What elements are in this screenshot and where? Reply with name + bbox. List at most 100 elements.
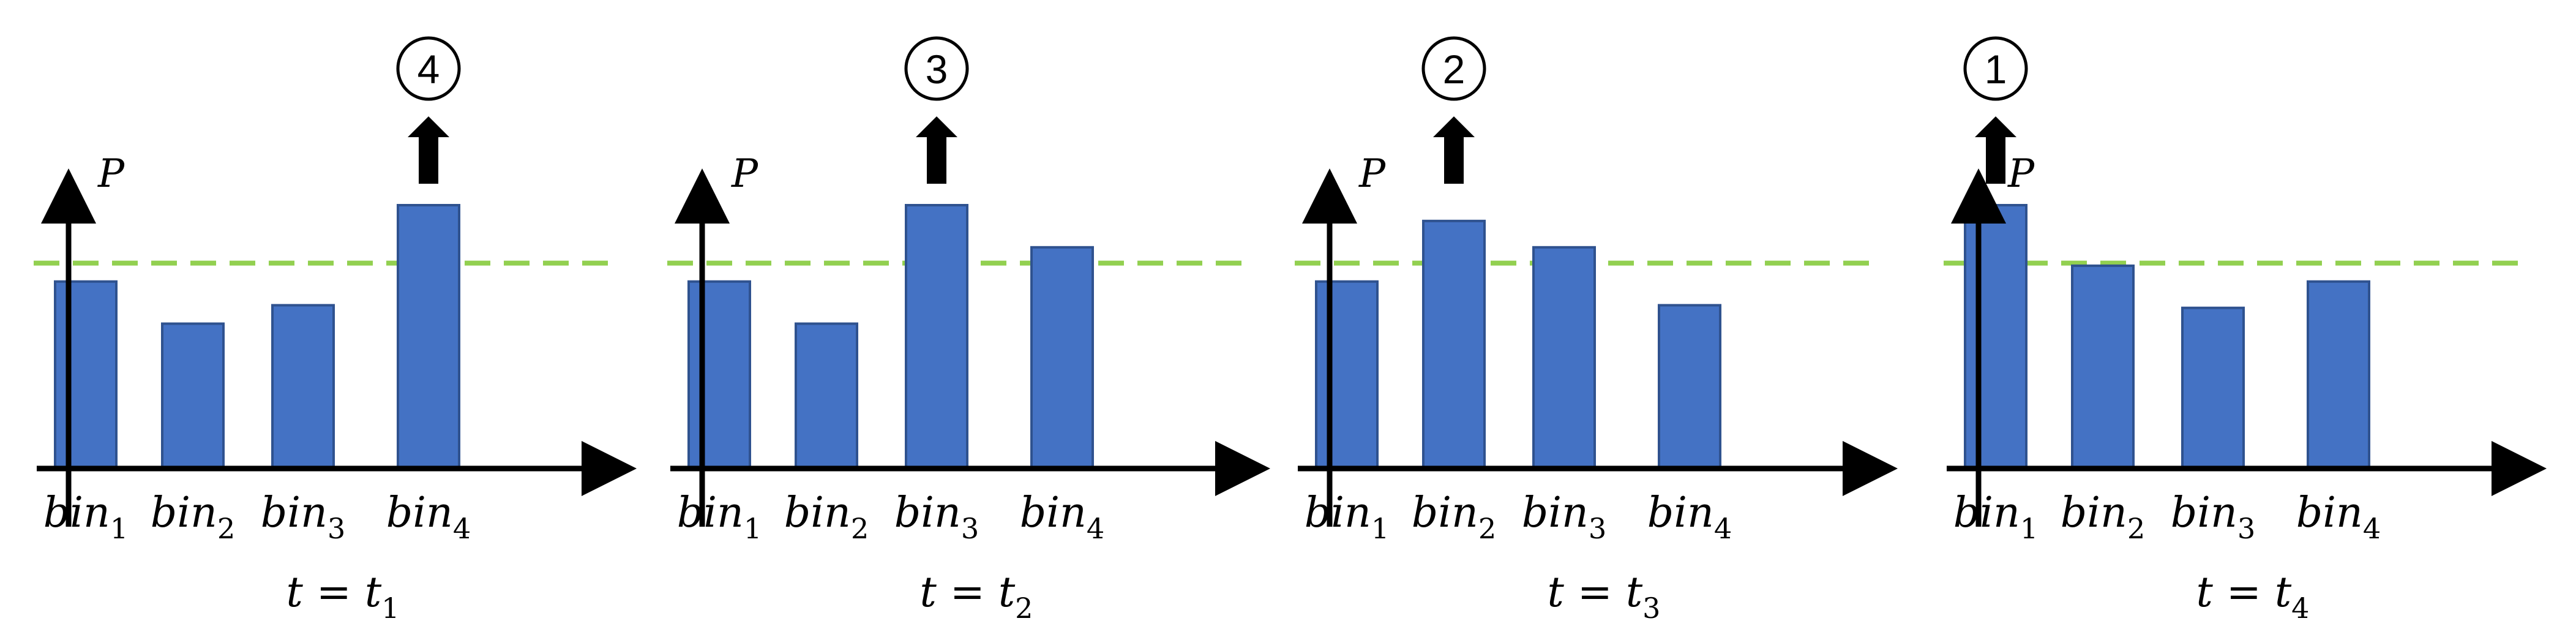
rank-circle xyxy=(1963,36,2028,101)
bin-label-4-subscript: 4 xyxy=(1087,512,1104,545)
bin-label-2: bin2 xyxy=(1412,489,1497,545)
bin-label-4: bin4 xyxy=(2296,489,2381,545)
bin-label-3-subscript: 3 xyxy=(2237,512,2255,545)
y-axis-label: P xyxy=(97,151,125,197)
bin-label-4-subscript: 4 xyxy=(1714,512,1732,545)
time-label: t = t2 xyxy=(920,568,1033,625)
bin-label-3-subscript: 3 xyxy=(961,512,979,545)
bin-label-1-subscript: 1 xyxy=(1371,512,1389,545)
bin-label-4: bin4 xyxy=(1647,489,1732,545)
bin-label-1-base: bin xyxy=(677,489,744,537)
time-label-subscript: 2 xyxy=(1015,592,1033,625)
bin-label-2-base: bin xyxy=(2061,489,2127,537)
bin-label-3-base: bin xyxy=(261,489,328,537)
bin-label-2-base: bin xyxy=(1412,489,1478,537)
y-axis-label: P xyxy=(731,151,758,197)
bar-bin-3 xyxy=(2181,306,2245,470)
bar-bin-2 xyxy=(795,322,858,470)
up-arrow-icon xyxy=(916,116,957,184)
time-label-rhs: t xyxy=(365,568,382,617)
bin-label-4-base: bin xyxy=(2296,489,2363,537)
time-label-lhs: t xyxy=(2196,568,2214,617)
bin-label-2: bin2 xyxy=(784,489,869,545)
bin-label-1-subscript: 1 xyxy=(110,512,128,545)
bin-label-3-base: bin xyxy=(1522,489,1589,537)
rank-number: 2 xyxy=(1443,47,1466,92)
rank-circle xyxy=(1421,36,1486,101)
bin-label-1-base: bin xyxy=(1305,489,1371,537)
time-label-subscript: 4 xyxy=(2291,592,2309,625)
bin-label-3: bin3 xyxy=(1522,489,1607,545)
bin-label-3-subscript: 3 xyxy=(1589,512,1606,545)
bar-bin-4 xyxy=(2307,280,2370,470)
up-arrow-icon xyxy=(1975,116,2016,184)
time-label: t = t4 xyxy=(2196,568,2310,625)
time-label: t = t3 xyxy=(1548,568,1661,625)
bin-label-4: bin4 xyxy=(1020,489,1105,545)
time-label-subscript: 1 xyxy=(381,592,399,625)
y-axis-label: P xyxy=(1358,151,1386,197)
bar-bin-1 xyxy=(54,280,118,470)
rank-number: 3 xyxy=(926,47,948,92)
rank-number: 1 xyxy=(1985,47,2007,92)
bin-label-2-subscript: 2 xyxy=(1478,512,1496,545)
bar-bin-4 xyxy=(397,204,460,470)
bin-label-3-base: bin xyxy=(894,489,961,537)
time-label-lhs: t xyxy=(1548,568,1565,617)
bin-label-4-subscript: 4 xyxy=(2363,512,2381,545)
bin-label-2-subscript: 2 xyxy=(217,512,235,545)
rank-circle xyxy=(396,36,461,101)
y-axis-label: P xyxy=(2007,151,2035,197)
bar-bin-2 xyxy=(2071,264,2135,470)
bin-label-1: bin1 xyxy=(43,489,129,545)
bar-bin-1 xyxy=(1315,280,1379,470)
bar-bin-2 xyxy=(1422,219,1486,470)
bin-label-2: bin2 xyxy=(151,489,236,545)
bin-label-3: bin3 xyxy=(261,489,346,545)
time-label-rhs: t xyxy=(2275,568,2292,617)
bin-label-3: bin3 xyxy=(894,489,979,545)
bin-label-2-subscript: 2 xyxy=(851,512,869,545)
bin-label-4: bin4 xyxy=(386,489,471,545)
rank-number: 4 xyxy=(417,47,440,92)
bar-bin-1 xyxy=(687,280,751,470)
bin-label-4-base: bin xyxy=(1020,489,1087,537)
up-arrow-icon xyxy=(1433,116,1475,184)
bin-label-2: bin2 xyxy=(2061,489,2146,545)
bar-bin-4 xyxy=(1658,304,1721,470)
bin-label-1-base: bin xyxy=(1953,489,2020,537)
bin-label-2-subscript: 2 xyxy=(2127,512,2145,545)
time-label-rhs: t xyxy=(998,568,1016,617)
bin-label-1: bin1 xyxy=(1953,489,2039,545)
bin-label-2-base: bin xyxy=(784,489,851,537)
bin-label-1-subscript: 1 xyxy=(2020,512,2038,545)
bar-bin-1 xyxy=(1964,204,2027,470)
time-label-lhs: t xyxy=(286,568,304,617)
bar-bin-4 xyxy=(1030,246,1094,470)
rank-circle xyxy=(904,36,969,101)
bin-label-2-base: bin xyxy=(151,489,217,537)
bin-label-4-subscript: 4 xyxy=(453,512,471,545)
bin-label-3: bin3 xyxy=(2171,489,2256,545)
bin-label-1: bin1 xyxy=(677,489,762,545)
bin-label-3-base: bin xyxy=(2171,489,2237,537)
bar-bin-3 xyxy=(1532,246,1596,470)
time-label-eq: = xyxy=(1578,568,1612,617)
bin-label-1: bin1 xyxy=(1305,489,1390,545)
up-arrow-icon xyxy=(408,116,449,184)
time-label-eq: = xyxy=(2226,568,2261,617)
bin-label-4-base: bin xyxy=(386,489,453,537)
bar-bin-2 xyxy=(161,322,225,470)
bin-label-4-base: bin xyxy=(1647,489,1714,537)
time-label: t = t1 xyxy=(286,568,400,625)
bin-label-3-subscript: 3 xyxy=(328,512,345,545)
bar-bin-3 xyxy=(271,304,335,470)
time-label-lhs: t xyxy=(920,568,937,617)
time-label-rhs: t xyxy=(1626,568,1643,617)
time-label-eq: = xyxy=(316,568,351,617)
